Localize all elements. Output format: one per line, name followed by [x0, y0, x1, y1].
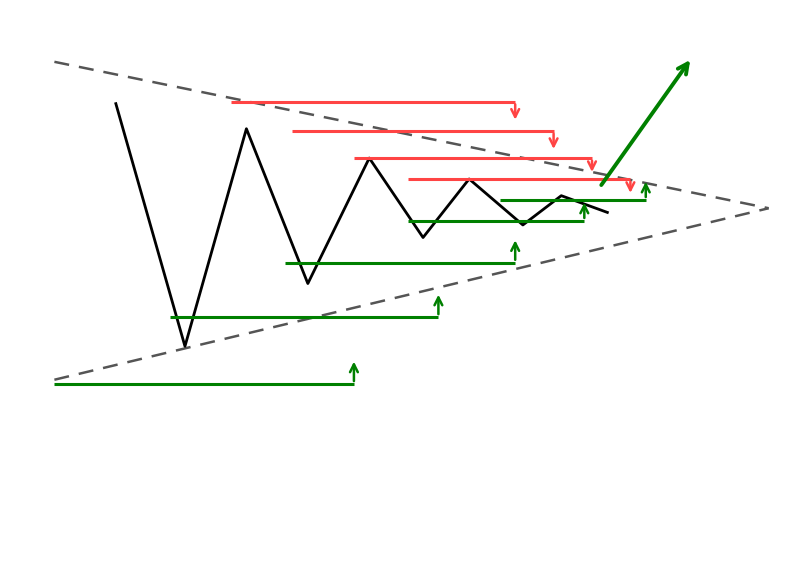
Text: The higher lows are rising much faster than the fall of the
lower highs. Bears c: The higher lows are rising much faster t… — [152, 480, 648, 542]
